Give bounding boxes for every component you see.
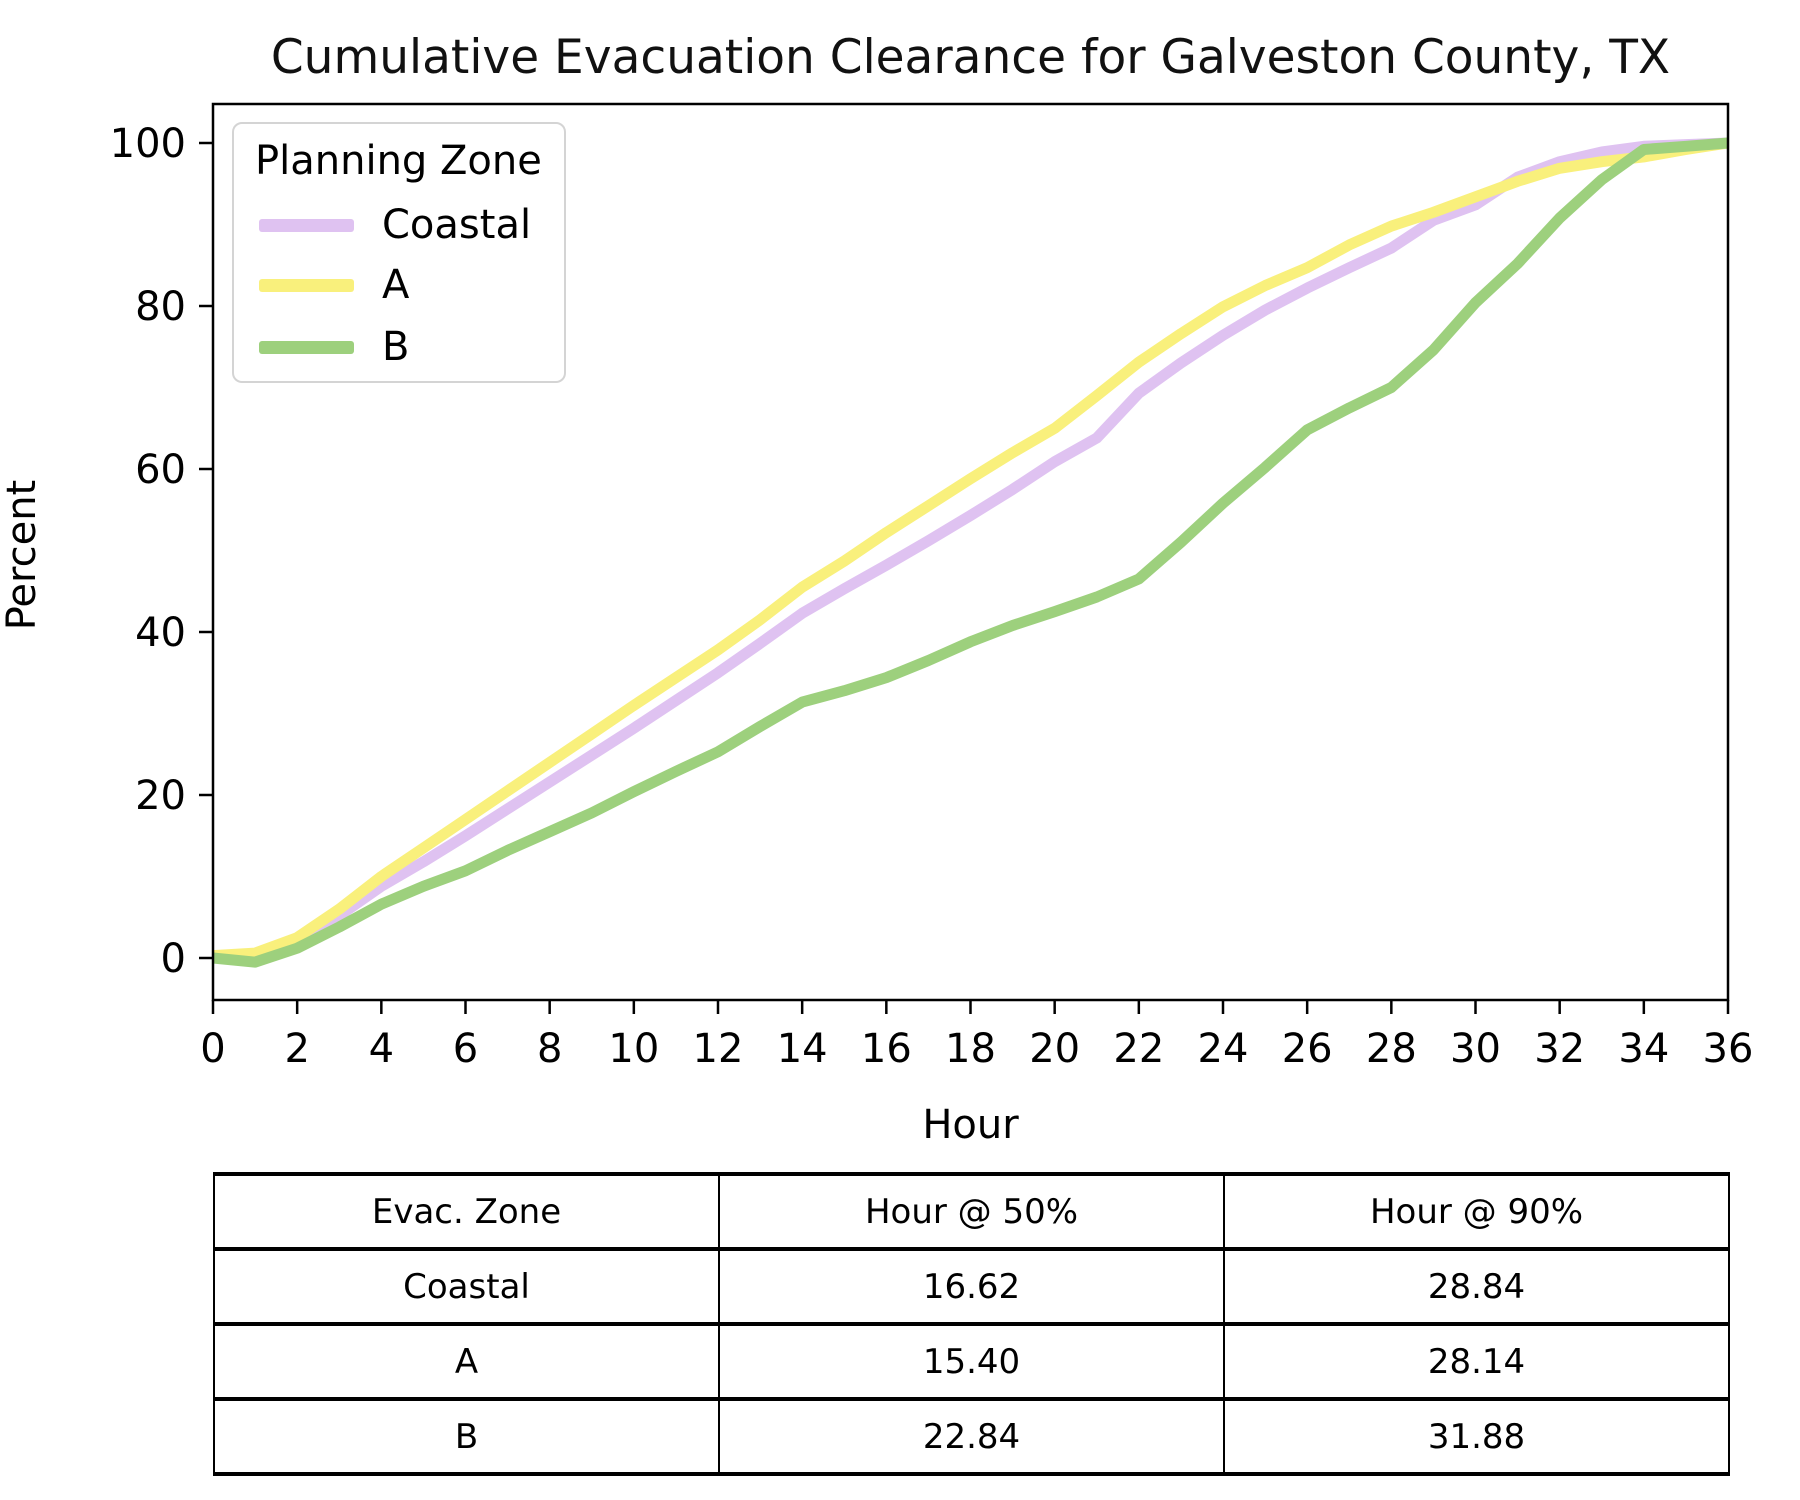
x-tick-label: 4: [369, 1026, 394, 1072]
series-line-a: [212, 137, 1729, 962]
legend-label: A: [382, 262, 410, 308]
legend-swatch-a: [259, 278, 354, 292]
legend: Planning Zone Coastal A B: [232, 122, 566, 383]
x-tick-label: 10: [608, 1026, 659, 1072]
legend-entry-coastal: Coastal: [259, 201, 531, 249]
table-header-row: Evac. Zone Hour @ 50% Hour @ 90%: [213, 1172, 1730, 1251]
legend-swatch-coastal: [259, 218, 354, 232]
y-tick-label: 100: [110, 121, 186, 167]
x-tick-label: 26: [1282, 1026, 1333, 1072]
legend-title: Planning Zone: [255, 138, 542, 184]
table-row: B 22.84 31.88: [213, 1397, 1730, 1476]
x-tick-label: 28: [1366, 1026, 1417, 1072]
y-axis-label: Percent: [0, 479, 45, 631]
x-tick-label: 20: [1029, 1026, 1080, 1072]
x-axis-label: Hour: [922, 1102, 1019, 1148]
x-tick-label: 24: [1198, 1026, 1249, 1072]
table-cell: 28.84: [1223, 1247, 1730, 1326]
x-tick-label: 0: [200, 1026, 225, 1072]
x-tick-label: 34: [1618, 1026, 1669, 1072]
y-tick-label: 60: [135, 447, 186, 493]
x-tick-label: 12: [693, 1026, 744, 1072]
table-header-cell: Hour @ 90%: [1223, 1172, 1730, 1251]
x-tick-label: 14: [777, 1026, 828, 1072]
legend-swatch-b: [259, 340, 354, 354]
x-tick-label: 16: [861, 1026, 912, 1072]
table-header-cell: Evac. Zone: [213, 1172, 720, 1251]
table-cell: 16.62: [718, 1247, 1225, 1326]
legend-entry-a: A: [259, 261, 409, 309]
table-row: A 15.40 28.14: [213, 1322, 1730, 1401]
table-cell: B: [213, 1397, 720, 1476]
table-row: Coastal 16.62 28.84: [213, 1247, 1730, 1326]
x-tick-label: 32: [1534, 1026, 1585, 1072]
clearance-stats-table: Evac. Zone Hour @ 50% Hour @ 90% Coastal…: [213, 1172, 1730, 1476]
table-cell: 31.88: [1223, 1397, 1730, 1476]
y-tick-label: 80: [135, 284, 186, 330]
legend-entry-b: B: [259, 323, 409, 371]
table-cell: 28.14: [1223, 1322, 1730, 1401]
table-cell: Coastal: [213, 1247, 720, 1326]
chart-title: Cumulative Evacuation Clearance for Galv…: [270, 30, 1671, 85]
table-cell: 15.40: [718, 1322, 1225, 1401]
x-tick-label: 2: [284, 1026, 309, 1072]
table-header-cell: Hour @ 50%: [718, 1172, 1225, 1251]
table-cell: A: [213, 1322, 720, 1401]
legend-label: B: [382, 324, 410, 370]
x-tick-label: 6: [453, 1026, 478, 1072]
y-tick-label: 20: [135, 773, 186, 819]
x-tick-label: 8: [537, 1026, 562, 1072]
series-line-coastal: [212, 137, 1729, 962]
x-tick-label: 30: [1450, 1026, 1501, 1072]
series-line-b: [212, 137, 1729, 968]
legend-label: Coastal: [382, 202, 532, 248]
y-tick-label: 0: [161, 936, 186, 982]
x-tick-label: 36: [1703, 1026, 1754, 1072]
y-tick-label: 40: [135, 610, 186, 656]
x-tick-label: 18: [945, 1026, 996, 1072]
x-tick-label: 22: [1113, 1026, 1164, 1072]
table-cell: 22.84: [718, 1397, 1225, 1476]
